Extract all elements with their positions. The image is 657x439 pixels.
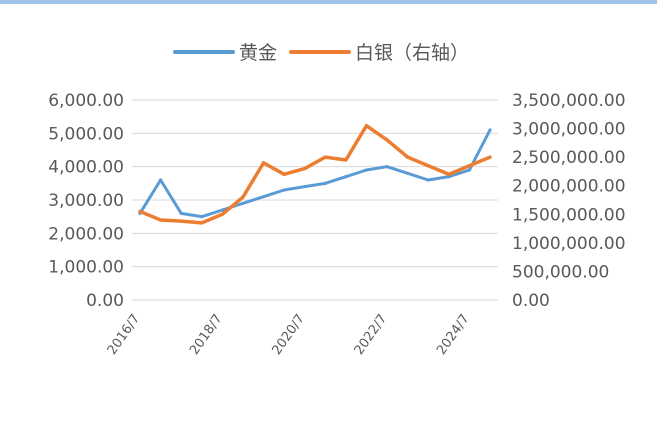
legend-label[interactable]: 白银（右轴）: [355, 42, 469, 64]
data-point: [447, 172, 451, 176]
data-point: [158, 178, 163, 182]
data-point: [467, 168, 472, 172]
legend-label[interactable]: 黄金: [239, 42, 277, 64]
series-line-1: [138, 123, 492, 225]
series-lines: [138, 123, 492, 225]
data-point: [158, 218, 163, 222]
x-axis-ticks: 2016/7 2018/7 2020/7 2022/7 2024/7: [105, 312, 473, 358]
data-point: [261, 195, 266, 199]
x-tick-label: 2022/7: [352, 312, 391, 358]
left-tick-label: 0.00: [86, 291, 124, 311]
data-point: [426, 178, 430, 182]
data-point: [220, 212, 224, 216]
data-point: [344, 175, 348, 179]
right-tick-label: 1,500,000.00: [512, 205, 626, 225]
data-point: [364, 168, 369, 172]
right-tick-label: 500,000.00: [512, 262, 609, 282]
right-tick-label: 0.00: [512, 291, 550, 311]
data-point: [261, 161, 266, 165]
data-point: [406, 171, 410, 175]
data-point: [303, 166, 307, 171]
right-axis-ticks: 3,500,000.00 3,000,000.00 2,500,000.00 2,00…: [512, 91, 626, 311]
data-point: [282, 172, 286, 176]
data-point: [426, 164, 430, 168]
legend[interactable]: 黄金 白银（右轴）: [173, 42, 469, 64]
x-tick-label: 2024/7: [434, 312, 473, 358]
x-tick-label: 2016/7: [105, 312, 144, 358]
right-tick-label: 2,500,000.00: [512, 148, 626, 168]
left-axis-ticks: 6,000.00 5,000.00 4,000.00 3,000.00 2,000.00…: [48, 91, 124, 311]
data-point: [323, 155, 327, 159]
gridlines: [132, 99, 498, 301]
right-tick-label: 2,000,000.00: [512, 177, 626, 197]
data-point: [303, 185, 307, 189]
left-tick-label: 5,000.00: [48, 124, 124, 144]
left-tick-label: 3,000.00: [48, 191, 124, 211]
x-tick-label: 2018/7: [187, 312, 226, 358]
left-tick-label: 6,000.00: [48, 91, 124, 111]
data-point: [467, 164, 472, 168]
data-point: [241, 201, 245, 205]
data-point: [385, 138, 389, 142]
left-tick-label: 4,000.00: [48, 158, 124, 178]
frame-top-border: [0, 0, 657, 4]
data-point: [241, 195, 245, 199]
data-point: [447, 175, 451, 179]
data-point: [364, 124, 369, 128]
data-point: [220, 208, 224, 212]
data-point: [488, 128, 492, 132]
right-tick-label: 3,000,000.00: [512, 120, 626, 140]
data-point: [200, 215, 204, 219]
data-point: [323, 181, 327, 185]
data-point: [282, 188, 286, 192]
data-point: [179, 219, 183, 223]
x-tick-label: 2020/7: [269, 312, 308, 358]
data-point: [138, 209, 142, 214]
data-point: [406, 155, 410, 159]
left-tick-label: 2,000.00: [48, 224, 124, 244]
left-tick-label: 1,000.00: [48, 258, 124, 278]
series-line-0: [138, 128, 492, 219]
right-tick-label: 1,000,000.00: [512, 234, 626, 254]
right-tick-label: 3,500,000.00: [512, 91, 626, 111]
data-point: [179, 211, 183, 215]
data-point: [385, 165, 389, 169]
data-point: [344, 158, 348, 162]
data-point: [200, 221, 204, 225]
data-point: [488, 155, 492, 159]
